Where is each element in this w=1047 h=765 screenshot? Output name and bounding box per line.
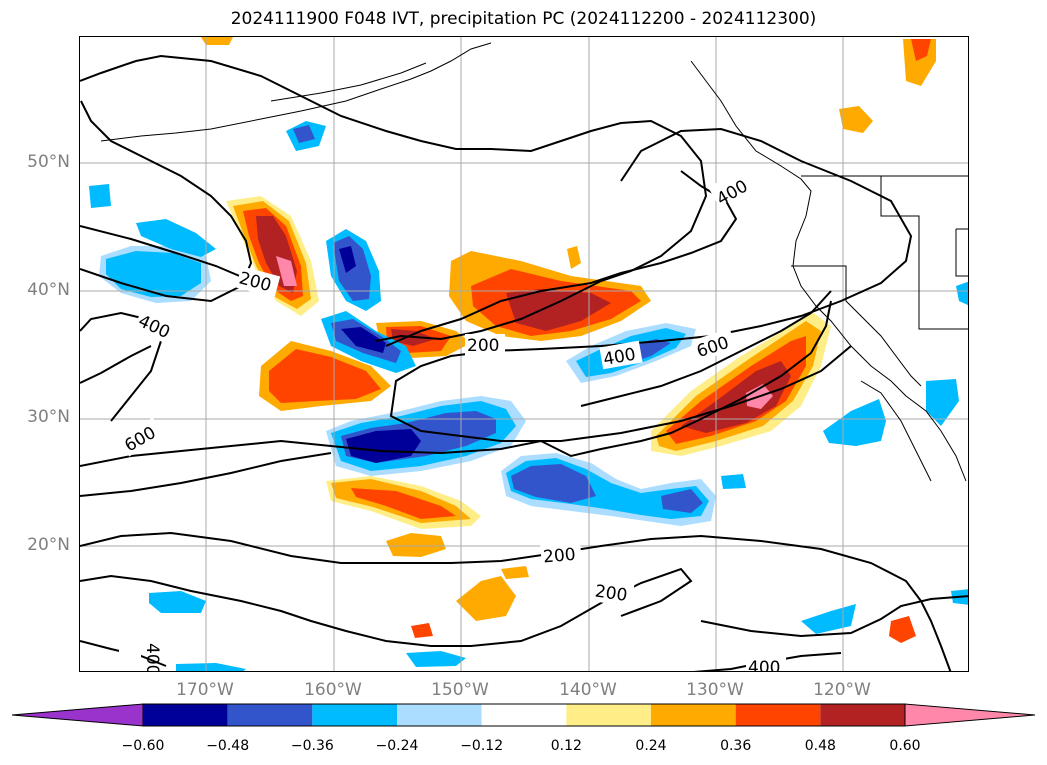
colorbar [11,703,1036,727]
precip-blob-positive [201,37,233,45]
lon-label-160w: 160°W [304,680,362,700]
colorbar-extend-min [11,703,144,727]
colorbar-segment [312,704,397,726]
lon-label-150w: 150°W [431,680,489,700]
precip-blob-negative [956,281,968,306]
precip-blob-negative [149,591,206,613]
precip-blob-positive [911,39,931,61]
colorbar-segment [227,704,313,726]
precip-blob-positive [386,533,446,557]
lon-label-170w: 170°W [176,680,234,700]
precip-blob-positive [456,576,516,621]
lat-label-30n: 30°N [27,407,70,427]
lat-label-50n: 50°N [27,152,70,172]
colorbar-tick-label: −0.24 [375,738,419,754]
precip-blob-negative [926,379,959,426]
precip-blob-negative [89,184,111,208]
precip-blob-negative [801,604,856,634]
colorbar-tick-label: 0.36 [720,738,752,754]
precip-blob-negative [661,489,703,513]
precip-blob-negative [406,651,466,667]
ivt-contours [80,54,968,671]
precip-blob-negative [823,399,886,446]
precip-blob-negative [339,246,356,273]
colorbar-tick-label: 0.24 [635,738,667,754]
precip-blob-negative [176,663,246,671]
colorbar-segment [566,704,651,726]
colorbar-tick-label: −0.36 [290,738,334,754]
precip-blob-positive [567,246,581,269]
colorbar-tick-label: 0.12 [550,738,582,754]
map-canvas: 400 200 400 600 200 400 600 200 200 400 … [80,37,968,672]
precip-blob-positive [269,349,381,403]
coastlines [100,42,968,482]
colorbar-outline [142,703,906,727]
precip-blob-negative [346,429,421,463]
precip-blob-positive [411,623,433,638]
lon-label-120w: 120°W [813,680,871,700]
lat-label-40n: 40°N [27,280,70,300]
precip-blob-negative [136,219,216,257]
precip-blob-positive [351,488,456,519]
precip-blob-negative [511,464,596,503]
colorbar-segment [397,704,482,726]
precip-blob-positive [506,289,611,331]
contour-label: 400 [748,658,780,672]
colorbar-tick-label: −0.48 [206,738,250,754]
precip-blob-positive [276,256,297,286]
contour-label: 400 [142,643,162,672]
map-panel: 400 200 400 600 200 400 600 200 200 400 … [79,36,969,672]
precip-shading [89,37,968,671]
lon-label-130w: 130°W [686,680,744,700]
lon-label-140w: 140°W [559,680,617,700]
contour-label: 200 [594,582,629,606]
precip-blob-positive [839,106,873,133]
colorbar-segment [820,704,905,726]
graticule [80,37,968,671]
contour-label: 200 [467,336,499,356]
colorbar-tick-label: −0.60 [121,738,165,754]
colorbar-segment [735,704,821,726]
colorbar-segment [481,704,567,726]
precip-blob-negative [293,125,315,143]
colorbar-tick-label: 0.48 [804,738,836,754]
precip-blob-positive [501,566,529,579]
colorbar-segment [143,704,228,726]
contour-label: 200 [542,545,576,568]
colorbar-extend-max [904,703,1036,727]
precip-blob-negative [341,327,386,353]
colorbar-tick-label: 0.60 [889,738,921,754]
map-title: 2024111900 F048 IVT, precipitation PC (2… [230,9,817,29]
colorbar-tick-label: −0.12 [460,738,504,754]
lat-label-20n: 20°N [27,535,70,555]
precip-blob-negative [721,474,746,489]
colorbar-segment [651,704,736,726]
precip-blob-positive [889,616,916,643]
